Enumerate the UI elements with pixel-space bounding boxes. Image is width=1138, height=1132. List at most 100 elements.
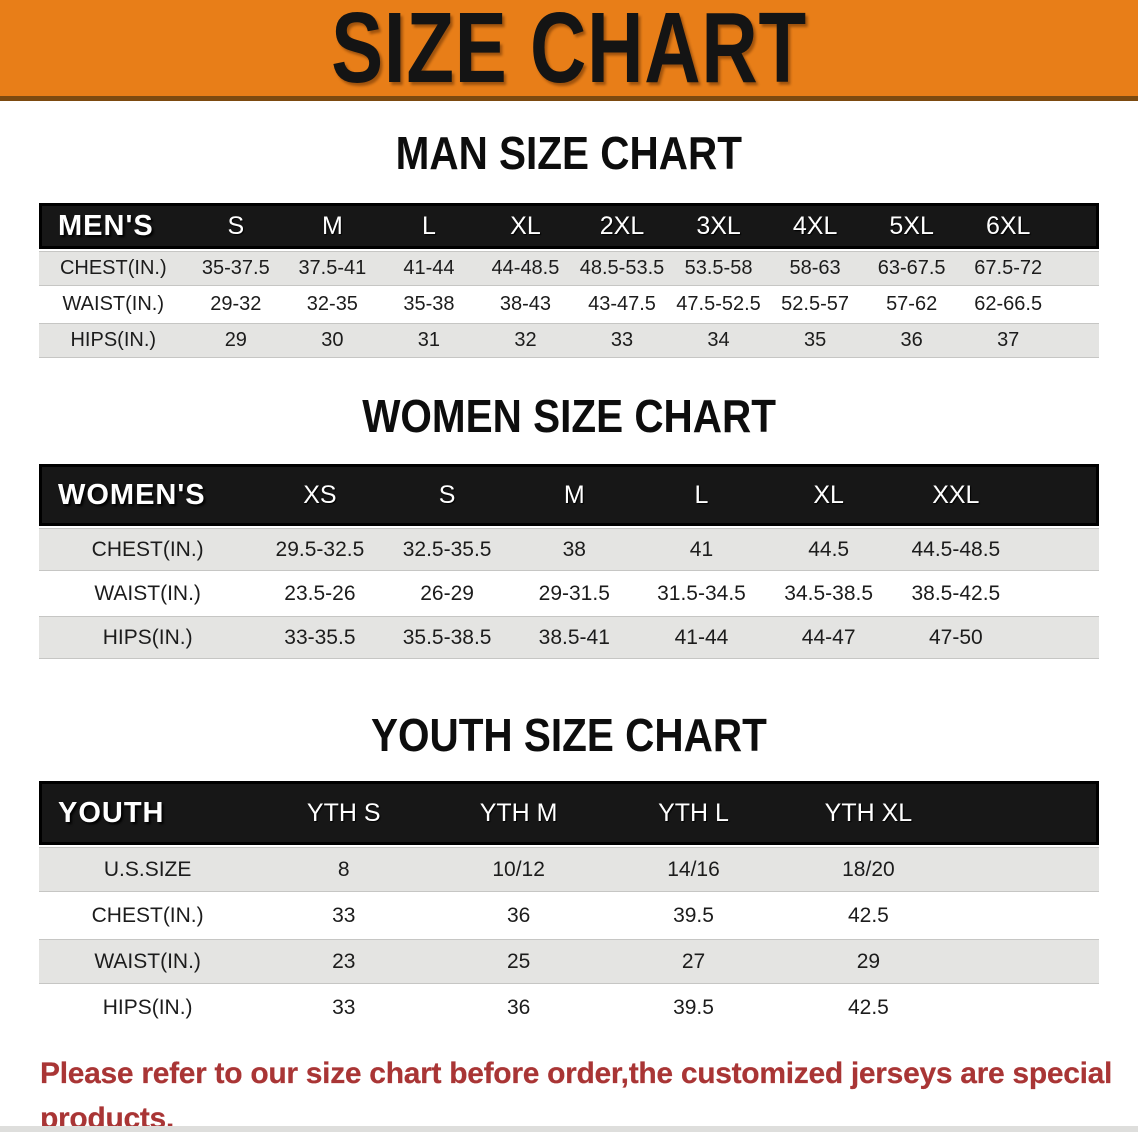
women-section-title: WOMEN SIZE CHART [0,390,1138,442]
size-value-cell: 44-48.5 [477,251,574,286]
spacer-cell [955,894,1099,937]
size-value-cell: 29-31.5 [510,573,638,614]
size-value-cell: 36 [863,323,960,358]
size-value-cell: 41 [637,528,766,571]
table-row: HIPS(IN.) 33-35.5 35.5-38.5 38.5-41 41-44 44-… [39,616,1099,659]
row-label: HIPS(IN.) [39,616,257,659]
size-value-cell: 35-37.5 [187,251,285,286]
spacer-cell [1056,288,1099,321]
table-group-label: YOUTH [39,781,257,845]
page-title: SIZE CHART [331,0,807,104]
men-section-title-text: MAN SIZE CHART [395,127,743,179]
bottom-strip [0,1126,1138,1132]
size-value-cell: 43-47.5 [573,288,671,321]
table-group-label: MEN'S [39,203,188,249]
size-value-cell: 38 [510,528,638,571]
size-value-cell: 34.5-38.5 [765,573,893,614]
size-value-cell: 37 [959,323,1057,358]
column-header: XL [477,203,574,249]
size-value-cell: 35.5-38.5 [383,616,511,659]
size-value-cell: 32.5-35.5 [383,528,511,571]
table-row: WAIST(IN.) 23 25 27 29 [39,939,1099,984]
size-value-cell: 36 [431,894,607,937]
size-value-cell: 35-38 [380,288,478,321]
size-value-cell: 67.5-72 [959,251,1057,286]
row-label: CHEST(IN.) [39,528,257,571]
men-size-section: MAN SIZE CHART MEN'S S M L XL 2XL 3XL 4XL 5XL 6XL… [0,127,1138,360]
spacer-cell [1019,573,1099,614]
size-value-cell: 41-44 [637,616,766,659]
column-header: 5XL [863,203,960,249]
column-header: YTH M [431,781,607,845]
row-label: CHEST(IN.) [39,251,188,286]
spacer-cell [955,781,1099,845]
size-value-cell: 34 [670,323,767,358]
size-value-cell: 63-67.5 [863,251,960,286]
size-value-cell: 33 [573,323,671,358]
column-header: XS [256,464,384,526]
size-value-cell: 32 [477,323,574,358]
size-value-cell: 29.5-32.5 [256,528,384,571]
size-value-cell: 44-47 [765,616,893,659]
women-size-section: WOMEN SIZE CHART WOMEN'S XS S M L XL XXL CHEST(… [0,390,1138,661]
column-header: YTH S [256,781,432,845]
column-header: M [510,464,638,526]
table-group-label: WOMEN'S [39,464,257,526]
column-header: XXL [892,464,1020,526]
column-header: S [187,203,285,249]
youth-size-section: YOUTH SIZE CHART YOUTH YTH S YTH M YTH L YTH… [0,709,1138,1031]
notice-line-1: Please refer to our size chart before or… [40,1057,1113,1132]
size-value-cell: 23.5-26 [256,573,384,614]
table-row: CHEST(IN.) 29.5-32.5 32.5-35.5 38 41 44.5 44.5… [39,528,1099,571]
column-header: S [383,464,511,526]
size-value-cell: 33-35.5 [256,616,384,659]
spacer-cell [1056,203,1099,249]
spacer-cell [955,986,1099,1029]
size-value-cell: 57-62 [863,288,960,321]
size-value-cell: 44.5-48.5 [892,528,1020,571]
size-value-cell: 26-29 [383,573,511,614]
row-label: WAIST(IN.) [39,939,257,984]
table-row: WAIST(IN.) 23.5-26 26-29 29-31.5 31.5-34.5 34… [39,573,1099,614]
row-label: WAIST(IN.) [39,288,188,321]
size-value-cell: 53.5-58 [670,251,767,286]
size-value-cell: 14/16 [606,847,781,892]
size-value-cell: 38.5-42.5 [892,573,1020,614]
size-value-cell: 25 [431,939,607,984]
size-value-cell: 39.5 [606,894,781,937]
size-value-cell: 10/12 [431,847,607,892]
column-header: 3XL [670,203,767,249]
size-value-cell: 47.5-52.5 [670,288,767,321]
size-value-cell: 35 [766,323,864,358]
size-value-cell: 33 [256,986,432,1029]
table-row: U.S.SIZE 8 10/12 14/16 18/20 [39,847,1099,892]
column-header: L [380,203,478,249]
size-value-cell: 62-66.5 [959,288,1057,321]
size-value-cell: 27 [606,939,781,984]
column-header: M [284,203,381,249]
size-value-cell: 18/20 [780,847,956,892]
size-value-cell: 29 [780,939,956,984]
spacer-cell [1056,251,1099,286]
column-header: L [637,464,766,526]
size-value-cell: 29-32 [187,288,285,321]
spacer-cell [955,939,1099,984]
column-header: 4XL [766,203,864,249]
spacer-cell [1019,464,1099,526]
size-value-cell: 33 [256,894,432,937]
youth-section-title-text: YOUTH SIZE CHART [371,709,767,761]
column-header: XL [765,464,893,526]
men-section-title: MAN SIZE CHART [0,127,1138,179]
size-value-cell: 47-50 [892,616,1020,659]
size-value-cell: 29 [187,323,285,358]
spacer-cell [1019,616,1099,659]
youth-size-table: YOUTH YTH S YTH M YTH L YTH XL U.S.SIZE 8 10/12… [39,779,1099,1031]
column-header: 2XL [573,203,671,249]
size-value-cell: 36 [431,986,607,1029]
spacer-cell [1056,323,1099,358]
column-header: YTH L [606,781,781,845]
row-label: HIPS(IN.) [39,986,257,1029]
row-label: HIPS(IN.) [39,323,188,358]
size-value-cell: 48.5-53.5 [573,251,671,286]
